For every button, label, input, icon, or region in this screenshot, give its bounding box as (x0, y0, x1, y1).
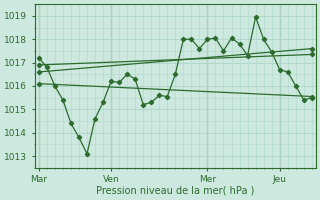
X-axis label: Pression niveau de la mer( hPa ): Pression niveau de la mer( hPa ) (96, 186, 254, 196)
